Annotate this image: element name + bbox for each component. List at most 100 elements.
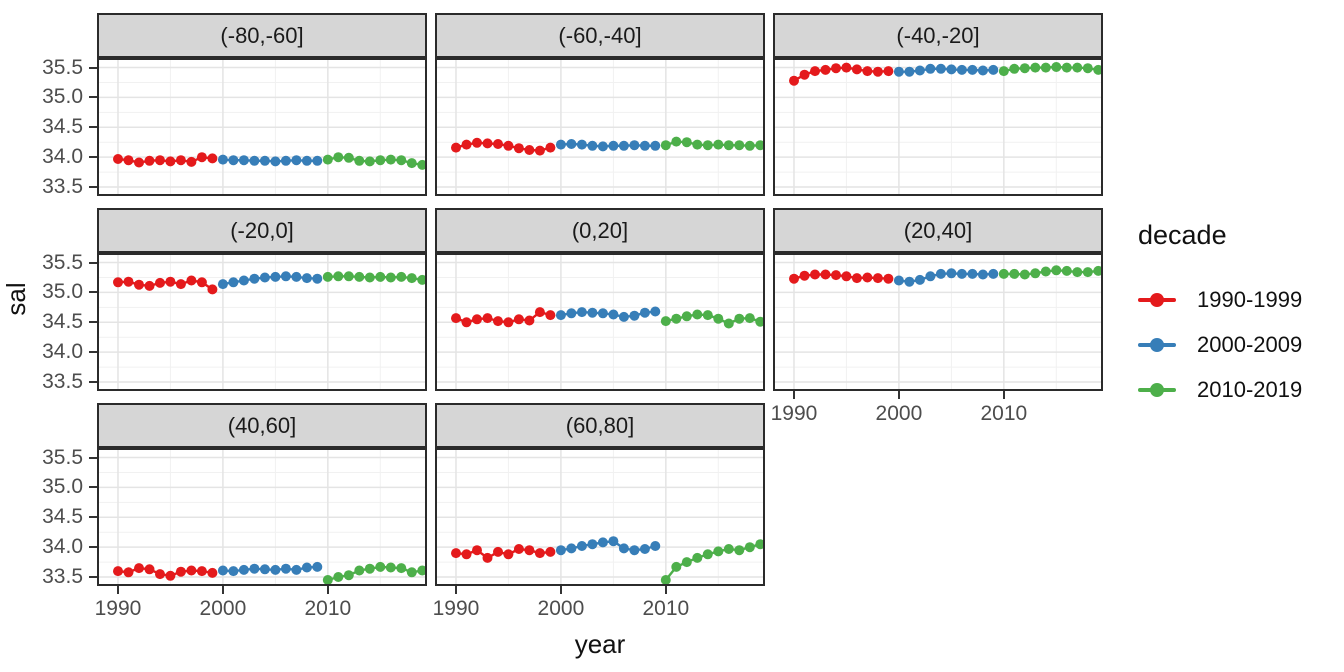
data-point <box>186 565 197 576</box>
series-line-1990-1999 <box>455 547 551 560</box>
data-point <box>723 140 734 151</box>
data-point <box>196 152 207 163</box>
data-point <box>755 140 765 151</box>
data-point <box>333 271 344 282</box>
x-tick-mark <box>454 586 457 594</box>
data-point <box>650 306 661 317</box>
data-point <box>587 140 598 151</box>
series-line-2000-2009 <box>898 67 994 73</box>
data-point <box>134 279 144 290</box>
facet-strip-label: (60,80] <box>565 412 635 438</box>
series-line-2010-2019 <box>1003 65 1099 73</box>
data-point <box>671 313 682 324</box>
data-point <box>259 155 270 166</box>
legend: decade 1990-1999 2000-2009 2010-2019 <box>1138 220 1338 412</box>
data-point <box>650 140 661 151</box>
data-point <box>503 549 514 560</box>
y-tick-mark <box>89 291 97 294</box>
series-line-1990-1999 <box>455 310 551 324</box>
y-tick-mark <box>89 156 97 159</box>
data-point <box>1040 62 1051 73</box>
data-point <box>312 561 323 572</box>
data-point <box>482 552 493 563</box>
data-point <box>831 63 841 74</box>
x-tick-label: 1990 <box>770 402 818 425</box>
data-point <box>280 155 291 166</box>
data-point <box>322 271 333 282</box>
data-point <box>1082 267 1093 278</box>
data-point <box>618 311 629 322</box>
data-point <box>217 565 228 576</box>
data-point <box>406 158 417 169</box>
facet-plot-(60,80] <box>435 448 765 586</box>
data-point <box>375 271 386 282</box>
data-point <box>396 563 407 574</box>
x-tick-label: 2010 <box>304 597 352 620</box>
panel-border <box>97 58 427 196</box>
panel-border <box>773 253 1103 391</box>
legend-entry: 2010-2019 <box>1138 367 1338 412</box>
data-point <box>1009 268 1020 279</box>
y-tick-label: 35.0 <box>42 280 83 304</box>
data-point <box>385 272 396 283</box>
y-tick-label: 33.5 <box>42 370 83 394</box>
data-point <box>660 140 671 151</box>
data-point <box>375 155 386 166</box>
data-point <box>238 275 249 286</box>
data-point <box>113 277 123 288</box>
data-point <box>301 273 312 284</box>
data-point <box>144 564 155 575</box>
data-point <box>810 66 820 77</box>
data-point <box>946 64 957 75</box>
data-point <box>925 271 936 282</box>
series-line-1990-1999 <box>793 273 889 280</box>
data-point <box>217 279 228 290</box>
x-tick-label: 1990 <box>94 597 142 620</box>
data-point <box>734 313 745 324</box>
data-point <box>925 63 936 74</box>
data-point <box>280 563 291 574</box>
series-line-2010-2019 <box>665 140 761 148</box>
data-point <box>935 63 946 74</box>
data-point <box>259 272 270 283</box>
data-point <box>406 567 417 578</box>
data-point <box>681 557 692 568</box>
y-tick-label: 34.0 <box>42 535 83 559</box>
data-point <box>1072 62 1083 73</box>
data-point <box>681 137 692 148</box>
data-point <box>343 152 354 163</box>
data-point <box>713 139 724 150</box>
data-point <box>524 315 535 326</box>
data-point <box>186 275 197 286</box>
data-point <box>1051 62 1062 72</box>
y-tick-label: 34.0 <box>42 340 83 364</box>
legend-entry-label: 2000-2009 <box>1197 331 1303 357</box>
data-point <box>946 268 957 279</box>
data-point <box>451 548 461 559</box>
data-point <box>862 272 873 283</box>
data-point <box>493 139 503 149</box>
y-tick-label: 35.5 <box>42 445 83 469</box>
y-tick-label: 35.0 <box>42 85 83 109</box>
data-point <box>744 542 755 553</box>
facet-strip-label: (-20,0] <box>230 217 294 243</box>
data-point <box>702 549 713 560</box>
y-tick-mark <box>89 456 97 459</box>
facet-strip: (40,60] <box>97 403 427 448</box>
data-point <box>238 155 249 166</box>
y-tick-mark <box>89 486 97 489</box>
data-point <box>587 539 598 550</box>
data-point <box>789 75 799 86</box>
data-point <box>417 565 427 576</box>
facet-strip-label: (20,40] <box>903 217 973 243</box>
data-point <box>629 310 640 321</box>
data-point <box>988 268 999 279</box>
data-point <box>333 152 344 163</box>
data-point <box>872 273 883 284</box>
data-point <box>883 66 894 77</box>
data-point <box>851 273 862 284</box>
x-tick-mark <box>221 586 224 594</box>
data-point <box>417 159 427 170</box>
series-line-1990-1999 <box>455 141 551 152</box>
data-point <box>841 271 852 282</box>
